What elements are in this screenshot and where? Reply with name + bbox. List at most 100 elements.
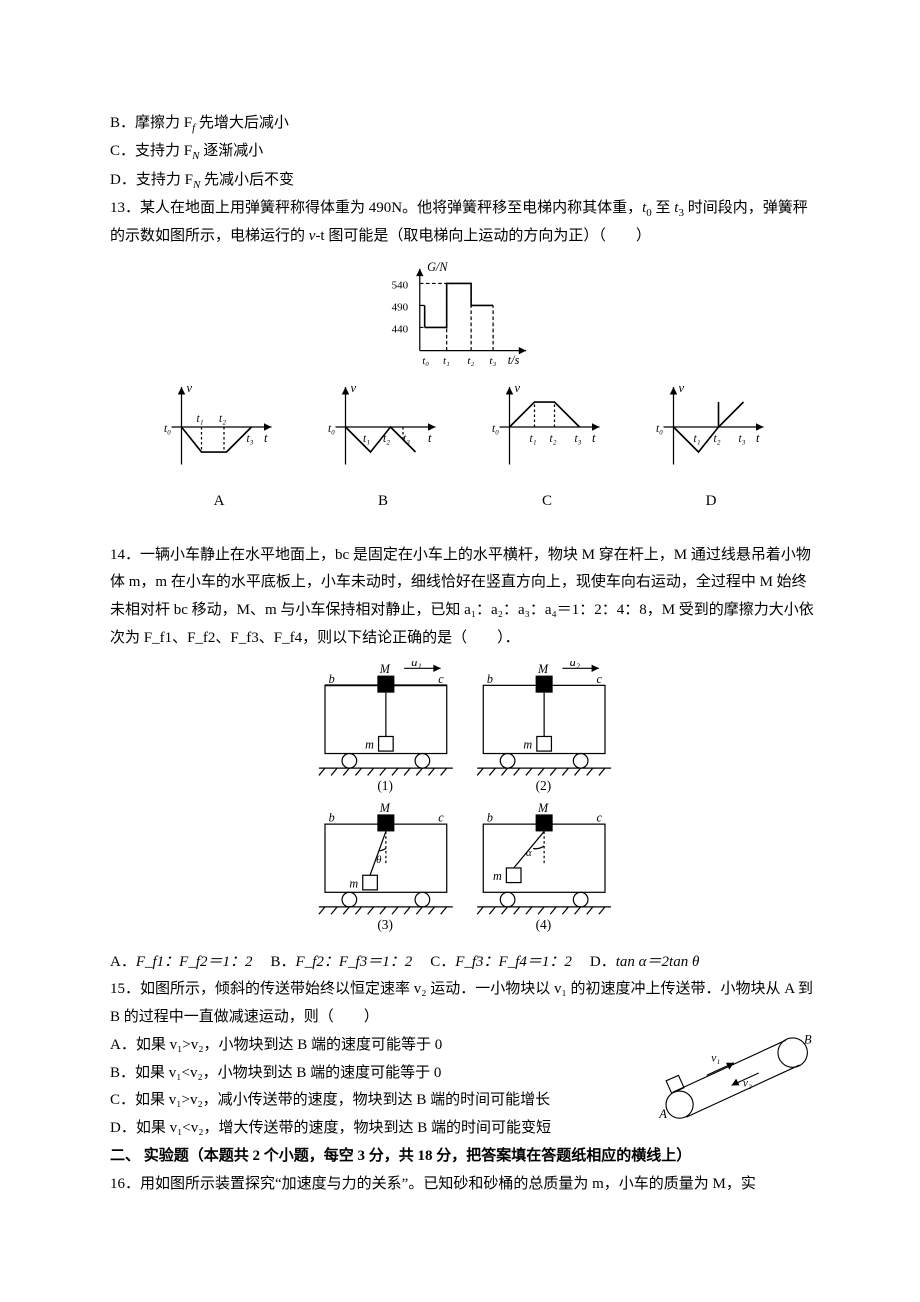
num-label: (2)	[536, 778, 552, 793]
section-2-heading: 二、 实验题（本题共 2 个小题，每空 3 分，共 18 分，把答案填在答题纸相…	[110, 1143, 820, 1171]
y-label: v	[187, 381, 193, 395]
tick: t₀	[422, 355, 429, 367]
lbl: B．	[271, 954, 296, 970]
q13-opt-b: v t t₀ t₁ t₂ t₃ B	[308, 377, 458, 516]
arrow-label: a₂	[570, 661, 580, 669]
body: tan α＝2tan θ	[616, 954, 700, 970]
svg-text:t₀: t₀	[164, 423, 171, 435]
q13-opt-d: v t t₀ t₁ t₂ t₃ D	[636, 377, 786, 516]
q14-options: A．F_f1：F_f2＝1：2 B．F_f2：F_f3＝1：2 C．F_f3：F…	[110, 949, 820, 977]
c-label: c	[596, 672, 602, 686]
v1-label: v₁	[711, 1053, 720, 1065]
gn-graph-icon: G/N t/s 540 490 440 t₀ t₁ t₂ t₃	[375, 259, 555, 369]
body: F_f2：F_f3＝1：2	[296, 954, 413, 970]
b-label: b	[487, 672, 493, 686]
tick: t₁	[694, 433, 701, 445]
lbl: D．	[590, 954, 616, 970]
q16-stem: 16．用如图所示装置探究“加速度与力的关系”。已知砂和砂桶的总质量为 m，小车的…	[110, 1171, 820, 1199]
tick: t₂	[219, 413, 226, 425]
tick: t₃	[247, 433, 254, 445]
q13-main-graph: G/N t/s 540 490 440 t₀ t₁ t₂ t₃	[110, 259, 820, 369]
opt-label: A	[144, 488, 294, 516]
text: 13．某人在地面上用弹簧秤称得体重为 490N。他将弹簧秤移至电梯内称其体重，	[110, 200, 642, 216]
c-label: c	[438, 672, 444, 686]
tick: 540	[392, 279, 409, 291]
tick: t₁	[363, 433, 370, 445]
arrow-label: a₁	[411, 661, 421, 669]
text: D．支持力 F	[110, 172, 193, 188]
text: -t 图可能是（取电梯向上运动的方向为正）（ ）	[315, 228, 650, 244]
m-big-label: M	[379, 662, 391, 676]
text: 先增大后减小	[195, 115, 289, 131]
opt-label: D	[636, 488, 786, 516]
vt-graph-icon: v t t₀ t₁ t₂ t₃	[472, 377, 622, 477]
text: 逐渐减小	[199, 143, 263, 159]
theta-label: θ	[376, 854, 382, 866]
x-label: t	[264, 431, 268, 445]
q15-stem: 15．如图所示，倾斜的传送带始终以恒定速率 v₂ 运动．一小物块以 v₁ 的初速…	[110, 976, 820, 1032]
m-big-label: M	[537, 801, 549, 815]
tick: 490	[392, 301, 409, 313]
body: F_f1：F_f2＝1：2	[136, 954, 253, 970]
opt-label: C	[472, 488, 622, 516]
num-label: (4)	[536, 916, 552, 931]
x-label: t	[756, 431, 760, 445]
opt-label: B	[308, 488, 458, 516]
b-label: B	[804, 1032, 812, 1046]
vt-graph-icon: v t t₀ t₁ t₂ t₃	[144, 377, 294, 477]
q14-opt-b: B．F_f2：F_f3＝1：2	[271, 949, 413, 977]
tick: t₁	[530, 433, 537, 445]
q14-opt-a: A．F_f1：F_f2＝1：2	[110, 949, 253, 977]
q12-option-d: D．支持力 FN 先减小后不变	[110, 167, 820, 195]
vt-graph-icon: v t t₀ t₁ t₂ t₃	[636, 377, 786, 477]
svg-text:t₀: t₀	[492, 423, 499, 435]
lbl: A．	[110, 954, 136, 970]
tick: t₃	[739, 433, 746, 445]
m-small-label: m	[493, 869, 502, 883]
m-small-label: m	[365, 737, 374, 751]
tick: t₁	[443, 355, 450, 367]
num-label: (1)	[377, 778, 393, 793]
m-small-label: m	[349, 876, 358, 890]
b-label: b	[329, 810, 335, 824]
y-label: v	[515, 381, 521, 395]
q12-option-b: B．摩擦力 Ff 先增大后减小	[110, 110, 820, 138]
x-label: t/s	[508, 353, 520, 367]
v2-label: v₂	[743, 1077, 752, 1089]
tick: t₂	[550, 433, 557, 445]
y-label: v	[351, 381, 357, 395]
m-big-label: M	[379, 801, 391, 815]
b-label: b	[329, 672, 335, 686]
text: B．摩擦力 F	[110, 115, 192, 131]
tick: t₁	[197, 413, 204, 425]
q13-option-graphs: v t t₀ t₁ t₂ t₃ A v t t₀ t₁ t₂ t₃ B	[110, 377, 820, 516]
y-label: v	[679, 381, 685, 395]
text: C．支持力 F	[110, 143, 192, 159]
x-label: t	[592, 431, 596, 445]
text: 至	[652, 200, 675, 216]
c-label: c	[438, 810, 444, 824]
tick: t₂	[714, 433, 721, 445]
svg-text:t₀: t₀	[328, 423, 335, 435]
text: 先减小后不变	[200, 172, 294, 188]
q14-opt-d: D．tan α＝2tan θ	[590, 949, 699, 977]
q13-opt-a: v t t₀ t₁ t₂ t₃ A	[144, 377, 294, 516]
cart-diagram-icon: a₁ b c M m (1) a₂ b c M m	[305, 661, 625, 941]
vt-graph-icon: v t t₀ t₁ t₂ t₃	[308, 377, 458, 477]
y-label: G/N	[427, 260, 448, 274]
num-label: (3)	[377, 916, 393, 931]
tick: t₃	[489, 355, 496, 367]
alpha-label: α	[526, 846, 532, 858]
svg-text:t₀: t₀	[656, 423, 663, 435]
q12-option-c: C．支持力 FN 逐渐减小	[110, 138, 820, 166]
c-label: c	[596, 810, 602, 824]
body: F_f3：F_f4＝1：2	[455, 954, 572, 970]
m-big-label: M	[537, 662, 549, 676]
b-label: b	[487, 810, 493, 824]
tick: t₃	[575, 433, 582, 445]
m-small-label: m	[523, 737, 532, 751]
x-label: t	[428, 431, 432, 445]
q14-diagrams: a₁ b c M m (1) a₂ b c M m	[110, 661, 820, 941]
q14-opt-c: C．F_f3：F_f4＝1：2	[430, 949, 572, 977]
lbl: C．	[430, 954, 455, 970]
